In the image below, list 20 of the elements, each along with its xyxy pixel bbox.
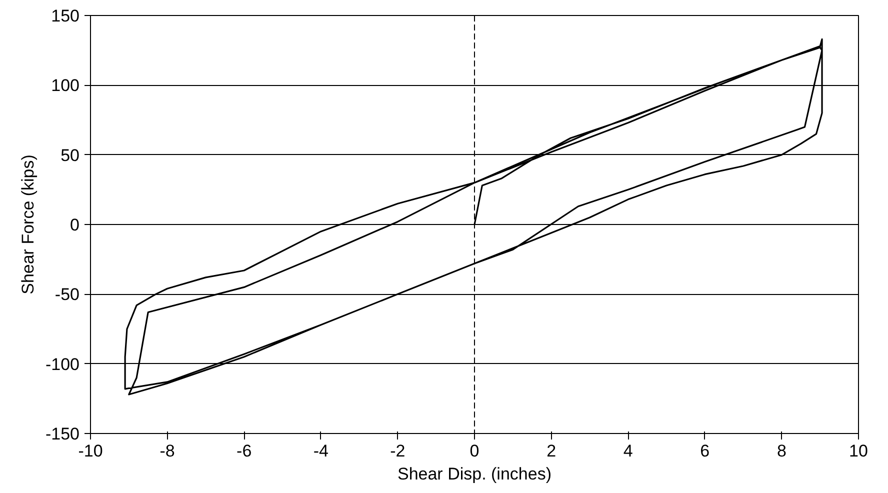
x-tick-label: -4 [313, 442, 328, 460]
y-tick-label: 0 [70, 216, 80, 234]
y-tick-label: -150 [45, 424, 80, 444]
y-tick-label: 50 [60, 146, 80, 165]
x-axis-title: Shear Disp. (inches) [398, 464, 552, 484]
x-tick-label: 0 [470, 442, 480, 460]
y-tick-label: 150 [51, 6, 80, 26]
y-tick-label: -100 [45, 354, 80, 374]
x-tick-label: -6 [236, 442, 252, 460]
x-tick-label: -10 [78, 442, 103, 460]
x-tick-label: 4 [623, 442, 633, 460]
y-tick-label: -50 [54, 285, 80, 304]
x-tick-label: -2 [390, 442, 406, 460]
x-tick-label: -8 [160, 442, 175, 460]
y-axis-title: Shear Force (kips) [18, 154, 38, 294]
x-tick-label: 10 [849, 442, 868, 460]
x-tick-label: 8 [776, 442, 786, 460]
x-tick-label: 2 [546, 442, 556, 460]
x-tick-label: 6 [700, 442, 710, 460]
y-tick-label: 100 [51, 76, 80, 96]
